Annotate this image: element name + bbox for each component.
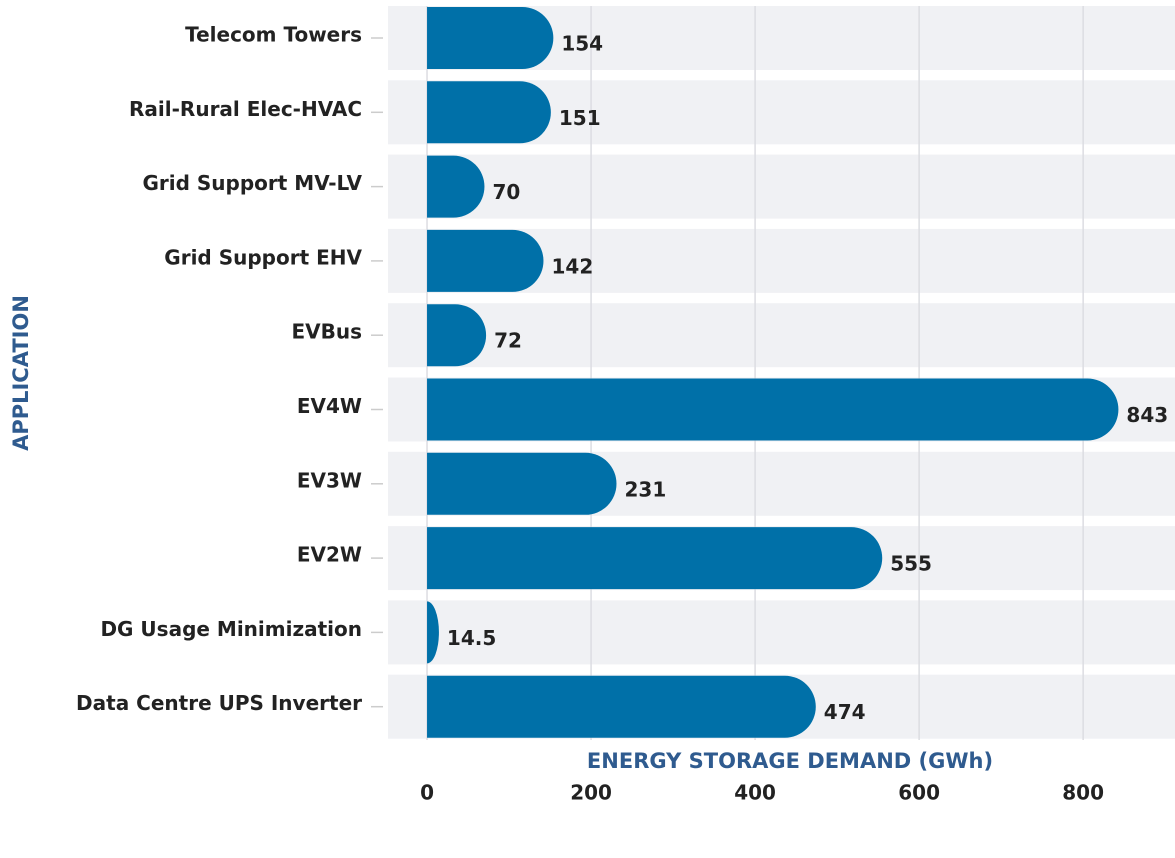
bar [427, 7, 554, 69]
value-label: 843 [1126, 403, 1168, 427]
x-tick-label: 600 [898, 781, 940, 805]
y-tick-label: Rail-Rural Elec-HVAC [129, 97, 362, 121]
value-label: 555 [890, 552, 932, 576]
x-tick-label: 800 [1062, 781, 1104, 805]
row-band [388, 154, 1175, 219]
x-tick-label: 0 [420, 781, 434, 805]
value-label: 142 [551, 254, 593, 278]
bar [427, 155, 485, 218]
bar [427, 304, 487, 367]
bar [427, 378, 1119, 441]
y-tick-label: Grid Support EHV [164, 245, 362, 269]
row-band [388, 303, 1175, 368]
value-label: 72 [494, 329, 522, 353]
y-tick-label: EVBus [291, 320, 362, 344]
y-tick-label: Grid Support MV-LV [142, 171, 362, 195]
bar [427, 81, 551, 144]
y-tick-label: EV2W [297, 543, 362, 567]
bar [427, 601, 439, 664]
y-tick-label: EV4W [297, 394, 362, 418]
value-label: 14.5 [447, 626, 496, 650]
y-axis-title: APPLICATION [9, 295, 33, 451]
bar [427, 452, 617, 515]
value-label: 474 [824, 700, 866, 724]
x-tick-label: 200 [570, 781, 612, 805]
y-tick-label: Telecom Towers [185, 23, 362, 47]
value-label: 154 [561, 32, 603, 56]
value-label: 151 [559, 106, 601, 130]
y-tick-label: EV3W [297, 468, 362, 492]
bar [427, 675, 816, 738]
x-tick-label: 400 [734, 781, 776, 805]
bar [427, 527, 883, 590]
value-label: 70 [492, 180, 520, 204]
x-axis-title: ENERGY STORAGE DEMAND (GWh) [587, 749, 993, 773]
y-tick-label: DG Usage Minimization [100, 617, 362, 641]
y-tick-label: Data Centre UPS Inverter [76, 691, 362, 715]
bar [427, 229, 544, 292]
value-label: 231 [624, 477, 666, 501]
row-band [388, 600, 1175, 665]
